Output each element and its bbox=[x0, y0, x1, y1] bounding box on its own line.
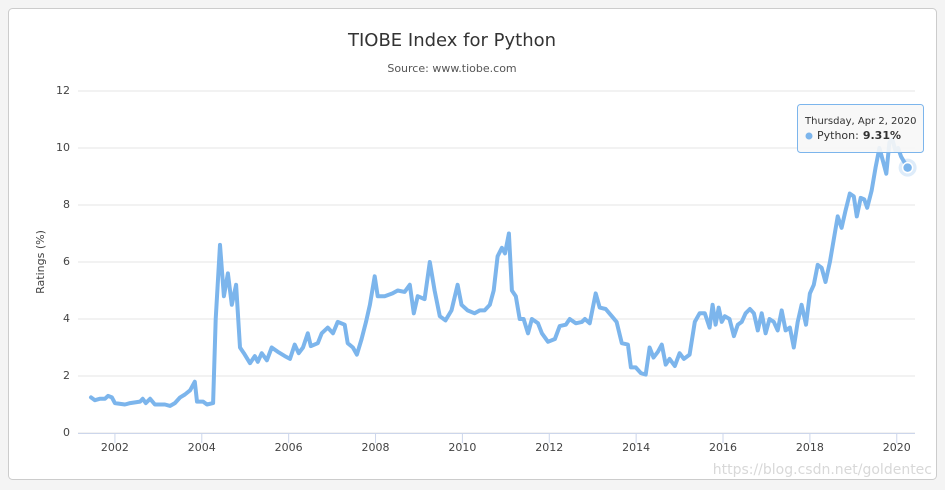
plot-area: 0 2 4 6 8 10 12 2002 2004 2006 2008 2010 2012 2014 201… bbox=[56, 84, 917, 454]
tooltip-legend-dot bbox=[805, 132, 813, 140]
tooltip-label: Python: bbox=[817, 129, 859, 142]
y-tick-label: 0 bbox=[63, 426, 70, 439]
x-tick-label: 2002 bbox=[101, 441, 129, 454]
y-tick-label: 4 bbox=[63, 312, 70, 325]
x-tick-label: 2012 bbox=[535, 441, 563, 454]
chart-subtitle: Source: www.tiobe.com bbox=[387, 62, 516, 75]
x-tick-label: 2020 bbox=[883, 441, 911, 454]
tooltip-value: 9.31% bbox=[863, 129, 901, 142]
x-tick-label: 2004 bbox=[188, 441, 216, 454]
y-tick-label: 8 bbox=[63, 198, 70, 211]
y-tick-label: 12 bbox=[56, 84, 70, 97]
y-axis-title: Ratings (%) bbox=[34, 230, 47, 294]
x-tick-label: 2008 bbox=[362, 441, 390, 454]
x-tick-label: 2010 bbox=[448, 441, 476, 454]
y-tick-label: 10 bbox=[56, 141, 70, 154]
x-tick-label: 2006 bbox=[275, 441, 303, 454]
tooltip-box bbox=[797, 104, 924, 153]
chart-title: TIOBE Index for Python bbox=[347, 30, 556, 51]
chart-frame bbox=[8, 8, 937, 480]
hover-marker bbox=[901, 161, 914, 174]
watermark: https://blog.csdn.net/goldentec bbox=[713, 462, 932, 478]
x-tick-label: 2016 bbox=[709, 441, 737, 454]
x-tick-label: 2014 bbox=[622, 441, 650, 454]
y-tick-label: 6 bbox=[63, 255, 70, 268]
tooltip-header: Thursday, Apr 2, 2020 bbox=[804, 116, 917, 127]
x-tick-label: 2018 bbox=[796, 441, 824, 454]
line-series bbox=[89, 137, 910, 408]
y-tick-label: 2 bbox=[63, 369, 70, 382]
